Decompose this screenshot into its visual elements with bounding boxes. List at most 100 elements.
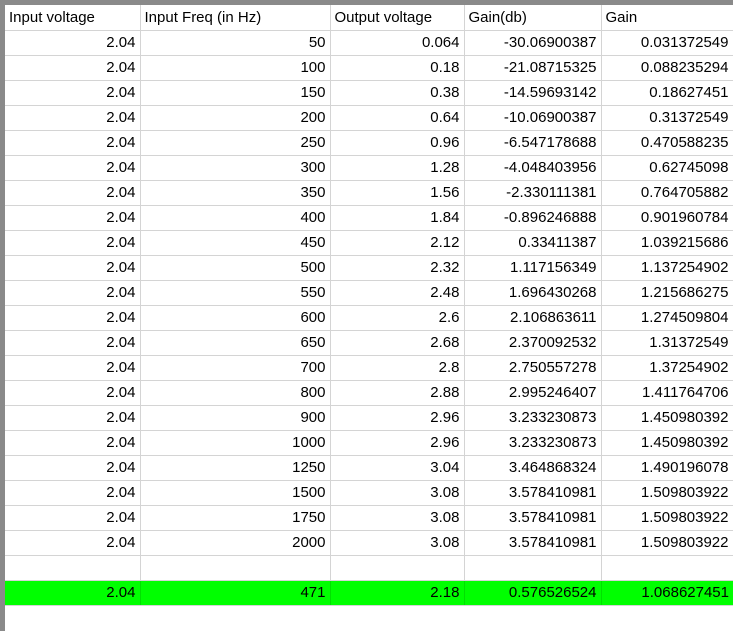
cell-gain-db[interactable]: 3.233230873: [464, 405, 602, 431]
cell-gain[interactable]: 0.031372549: [601, 30, 733, 56]
cell-input-voltage[interactable]: 2.04: [5, 505, 141, 531]
cell-input-voltage[interactable]: 2.04: [5, 30, 141, 56]
cell-gain[interactable]: 0.901960784: [601, 205, 733, 231]
cell-gain-db[interactable]: 2.370092532: [464, 330, 602, 356]
cell-output-voltage[interactable]: 1.28: [330, 155, 465, 181]
cell-input-freq[interactable]: 1500: [140, 480, 331, 506]
cell-gain-db[interactable]: 3.578410981: [464, 480, 602, 506]
cell-gain[interactable]: 0.18627451: [601, 80, 733, 106]
header-cell-input-voltage[interactable]: Input voltage: [5, 5, 141, 31]
cell-output-voltage[interactable]: 0.96: [330, 130, 465, 156]
cell-gain[interactable]: 0.62745098: [601, 155, 733, 181]
cell-gain-db[interactable]: -4.048403956: [464, 155, 602, 181]
cell-output-voltage[interactable]: 2.32: [330, 255, 465, 281]
cell-gain[interactable]: 0.470588235: [601, 130, 733, 156]
cell-input-freq[interactable]: 900: [140, 405, 331, 431]
empty-cell[interactable]: [140, 555, 331, 581]
cell-input-freq[interactable]: 1250: [140, 455, 331, 481]
cell-output-voltage[interactable]: 2.68: [330, 330, 465, 356]
cell-output-voltage[interactable]: 0.18: [330, 55, 465, 81]
cell-gain[interactable]: 1.450980392: [601, 430, 733, 456]
cell-output-voltage[interactable]: 2.6: [330, 305, 465, 331]
cell-input-freq[interactable]: 200: [140, 105, 331, 131]
cell-input-freq[interactable]: 300: [140, 155, 331, 181]
cell-output-voltage[interactable]: 0.64: [330, 105, 465, 131]
cell-gain-db[interactable]: -6.547178688: [464, 130, 602, 156]
cell-input-voltage[interactable]: 2.04: [5, 455, 141, 481]
cell-input-voltage[interactable]: 2.04: [5, 80, 141, 106]
cell-output-voltage[interactable]: 3.08: [330, 480, 465, 506]
cell-gain[interactable]: 0.764705882: [601, 180, 733, 206]
highlighted-cell-input-freq[interactable]: 471: [140, 580, 331, 606]
highlighted-cell-gain[interactable]: 1.068627451: [601, 580, 733, 606]
cell-gain[interactable]: 1.215686275: [601, 280, 733, 306]
cell-input-voltage[interactable]: 2.04: [5, 105, 141, 131]
cell-input-freq[interactable]: 1750: [140, 505, 331, 531]
header-cell-gain-db[interactable]: Gain(db): [464, 5, 602, 31]
header-cell-gain[interactable]: Gain: [601, 5, 733, 31]
highlighted-cell-gain-db[interactable]: 0.576526524: [464, 580, 602, 606]
cell-gain-db[interactable]: 2.750557278: [464, 355, 602, 381]
cell-input-freq[interactable]: 350: [140, 180, 331, 206]
empty-cell[interactable]: [330, 555, 465, 581]
cell-output-voltage[interactable]: 3.04: [330, 455, 465, 481]
cell-gain[interactable]: 1.509803922: [601, 480, 733, 506]
cell-gain-db[interactable]: 0.33411387: [464, 230, 602, 256]
highlighted-cell-input-voltage[interactable]: 2.04: [5, 580, 141, 606]
cell-output-voltage[interactable]: 3.08: [330, 505, 465, 531]
cell-input-freq[interactable]: 700: [140, 355, 331, 381]
cell-gain[interactable]: 1.039215686: [601, 230, 733, 256]
empty-cell[interactable]: [464, 555, 602, 581]
cell-input-voltage[interactable]: 2.04: [5, 430, 141, 456]
cell-input-freq[interactable]: 100: [140, 55, 331, 81]
cell-gain-db[interactable]: 1.696430268: [464, 280, 602, 306]
header-cell-output-voltage[interactable]: Output voltage: [330, 5, 465, 31]
cell-input-voltage[interactable]: 2.04: [5, 305, 141, 331]
cell-input-freq[interactable]: 1000: [140, 430, 331, 456]
cell-input-freq[interactable]: 550: [140, 280, 331, 306]
cell-input-voltage[interactable]: 2.04: [5, 155, 141, 181]
cell-input-voltage[interactable]: 2.04: [5, 55, 141, 81]
header-cell-input-freq[interactable]: Input Freq (in Hz): [140, 5, 331, 31]
cell-output-voltage[interactable]: 2.12: [330, 230, 465, 256]
cell-gain-db[interactable]: 3.464868324: [464, 455, 602, 481]
cell-gain[interactable]: 1.411764706: [601, 380, 733, 406]
cell-gain[interactable]: 1.450980392: [601, 405, 733, 431]
empty-cell[interactable]: [5, 555, 141, 581]
cell-gain-db[interactable]: 3.233230873: [464, 430, 602, 456]
cell-output-voltage[interactable]: 2.48: [330, 280, 465, 306]
cell-gain[interactable]: 1.490196078: [601, 455, 733, 481]
cell-gain[interactable]: 1.31372549: [601, 330, 733, 356]
cell-output-voltage[interactable]: 0.064: [330, 30, 465, 56]
cell-gain-db[interactable]: -14.59693142: [464, 80, 602, 106]
cell-gain-db[interactable]: -21.08715325: [464, 55, 602, 81]
cell-gain-db[interactable]: -2.330111381: [464, 180, 602, 206]
cell-input-voltage[interactable]: 2.04: [5, 380, 141, 406]
cell-input-voltage[interactable]: 2.04: [5, 530, 141, 556]
cell-input-voltage[interactable]: 2.04: [5, 255, 141, 281]
cell-gain-db[interactable]: 1.117156349: [464, 255, 602, 281]
cell-gain-db[interactable]: -10.06900387: [464, 105, 602, 131]
cell-gain[interactable]: 0.31372549: [601, 105, 733, 131]
cell-input-freq[interactable]: 450: [140, 230, 331, 256]
cell-gain[interactable]: 1.274509804: [601, 305, 733, 331]
cell-input-voltage[interactable]: 2.04: [5, 130, 141, 156]
cell-input-voltage[interactable]: 2.04: [5, 205, 141, 231]
cell-input-freq[interactable]: 50: [140, 30, 331, 56]
cell-gain[interactable]: 1.509803922: [601, 505, 733, 531]
cell-input-voltage[interactable]: 2.04: [5, 280, 141, 306]
cell-gain-db[interactable]: 3.578410981: [464, 505, 602, 531]
cell-input-voltage[interactable]: 2.04: [5, 355, 141, 381]
cell-output-voltage[interactable]: 2.88: [330, 380, 465, 406]
cell-gain[interactable]: 1.509803922: [601, 530, 733, 556]
cell-input-freq[interactable]: 250: [140, 130, 331, 156]
cell-input-freq[interactable]: 800: [140, 380, 331, 406]
cell-gain-db[interactable]: -0.896246888: [464, 205, 602, 231]
cell-gain-db[interactable]: 2.995246407: [464, 380, 602, 406]
cell-output-voltage[interactable]: 2.96: [330, 405, 465, 431]
cell-input-freq[interactable]: 2000: [140, 530, 331, 556]
cell-input-voltage[interactable]: 2.04: [5, 480, 141, 506]
cell-output-voltage[interactable]: 1.84: [330, 205, 465, 231]
cell-input-freq[interactable]: 600: [140, 305, 331, 331]
cell-gain[interactable]: 1.137254902: [601, 255, 733, 281]
